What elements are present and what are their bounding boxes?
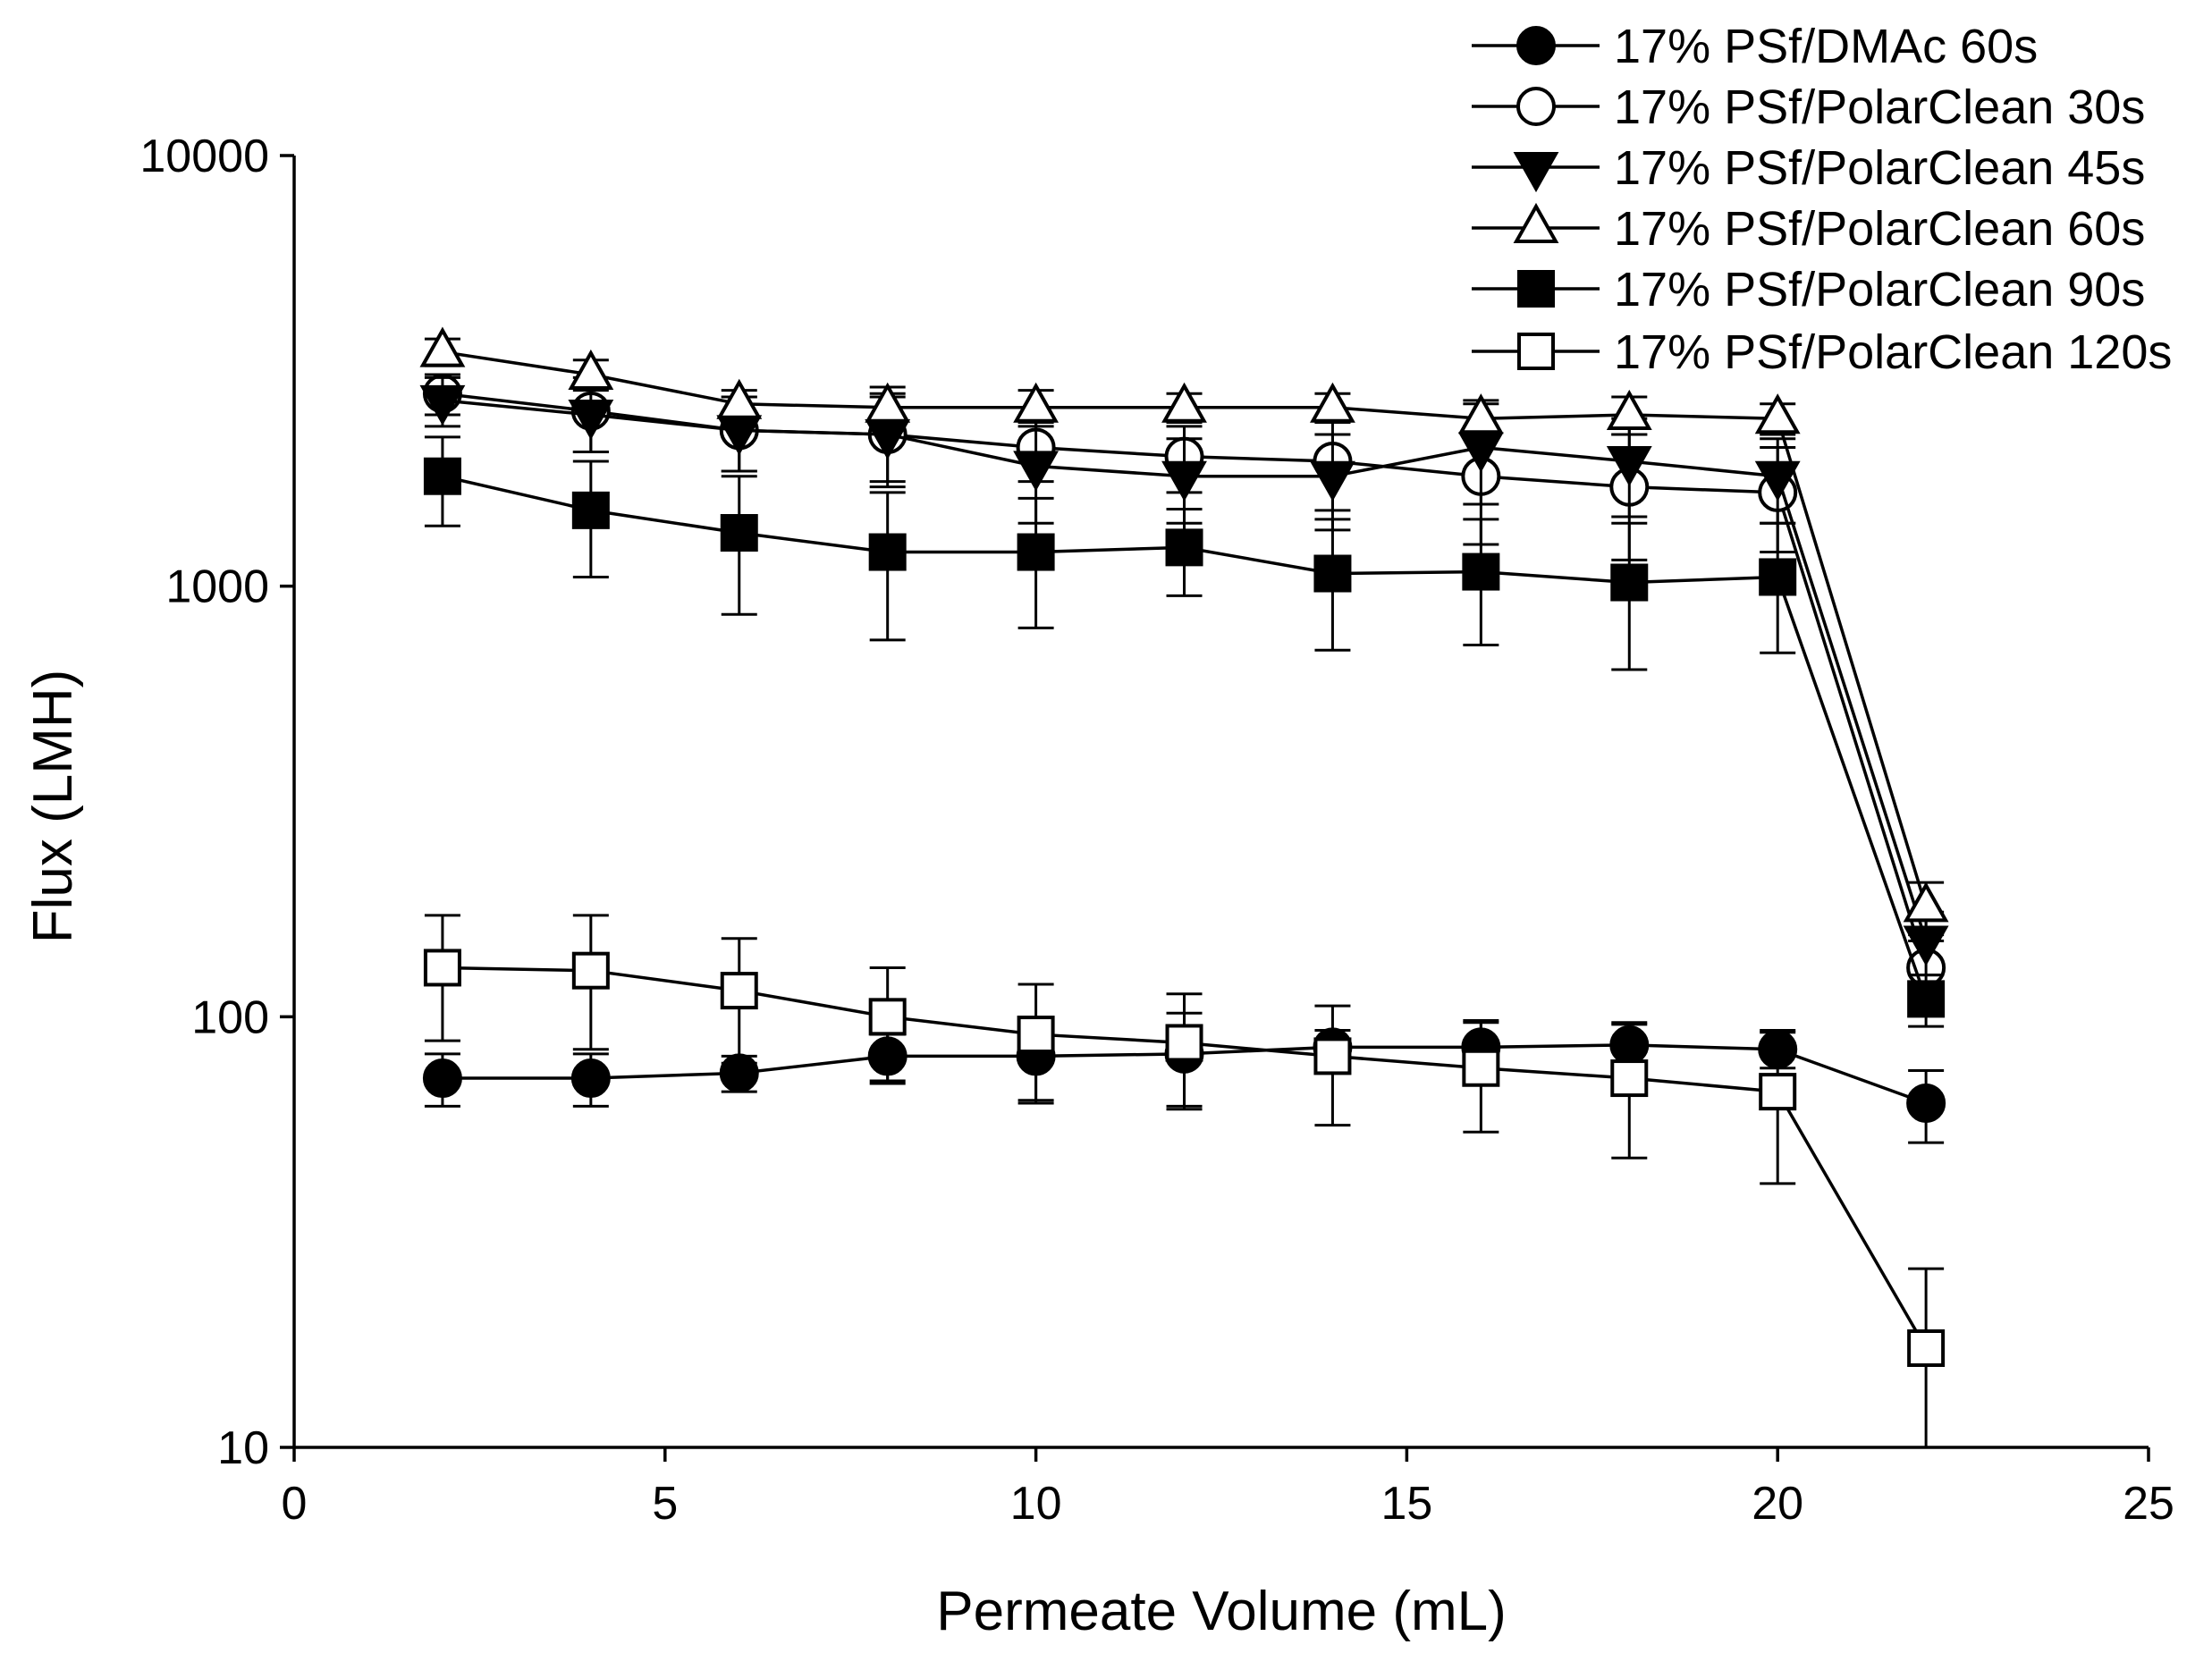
series-17-psf-polarclean-120s bbox=[423, 914, 1946, 1447]
point-17-psf-polarclean-45s-x18 bbox=[1606, 445, 1652, 487]
point-17-psf-polarclean-120s-x2 bbox=[423, 949, 461, 987]
series-17-psf-polarclean-90s bbox=[423, 435, 1946, 1028]
point-17-psf-polarclean-120s-x12 bbox=[1165, 1024, 1203, 1062]
point-17-psf-polarclean-120s-x22 bbox=[1907, 1329, 1946, 1368]
point-17-psf-polarclean-120s-x18 bbox=[1610, 1059, 1649, 1098]
point-17-psf-polarclean-120s-x10 bbox=[1017, 1016, 1055, 1054]
point-17-psf-polarclean-60s-x20 bbox=[1754, 393, 1801, 434]
point-17-psf-polarclean-120s-x16 bbox=[1462, 1049, 1500, 1087]
legend-item-17-psf-polarclean-45s: 17% PSf/PolarClean 45s bbox=[1472, 141, 2145, 195]
legend-label: 17% PSf/PolarClean 45s bbox=[1614, 141, 2145, 195]
legend-label: 17% PSf/PolarClean 60s bbox=[1614, 202, 2145, 256]
legend-item-17-psf-dmac-60s: 17% PSf/DMAc 60s bbox=[1472, 20, 2038, 73]
point-17-psf-dmac-60s-x4 bbox=[570, 1058, 611, 1099]
point-17-psf-polarclean-90s-x22 bbox=[1907, 980, 1946, 1018]
axes: 0 5 10 15 20 25 10 100 1000 10000 bbox=[139, 131, 2174, 1530]
legend-marker bbox=[1516, 26, 1556, 65]
point-17-psf-polarclean-90s-x18 bbox=[1610, 563, 1649, 602]
point-17-psf-dmac-60s-x2 bbox=[422, 1058, 462, 1099]
point-17-psf-polarclean-120s-x4 bbox=[571, 951, 610, 990]
point-17-psf-polarclean-90s-x4 bbox=[571, 491, 610, 529]
point-17-psf-polarclean-120s-x20 bbox=[1759, 1073, 1797, 1111]
legend: 17% PSf/DMAc 60s 17% PSf/PolarClean 30s 17… bbox=[1472, 20, 2172, 379]
legend-marker bbox=[1517, 333, 1555, 370]
point-17-psf-polarclean-60s-x12 bbox=[1161, 382, 1207, 423]
point-17-psf-polarclean-60s-x18 bbox=[1606, 389, 1652, 430]
legend-label: 17% PSf/PolarClean 90s bbox=[1614, 263, 2145, 316]
point-17-psf-polarclean-90s-x8 bbox=[868, 533, 907, 571]
point-17-psf-polarclean-45s-x2 bbox=[419, 384, 466, 426]
point-17-psf-polarclean-60s-x8 bbox=[865, 382, 911, 423]
x-axis-title: Permeate Volume (mL) bbox=[936, 1581, 1506, 1642]
point-17-psf-polarclean-60s-x2 bbox=[419, 326, 466, 367]
point-17-psf-polarclean-45s-x20 bbox=[1754, 460, 1801, 502]
legend-label: 17% PSf/PolarClean 120s bbox=[1614, 325, 2172, 379]
point-17-psf-polarclean-60s-x4 bbox=[568, 349, 614, 390]
x-tick-label: 10 bbox=[1010, 1478, 1062, 1530]
legend-label: 17% PSf/DMAc 60s bbox=[1614, 20, 2038, 73]
point-17-psf-polarclean-45s-x14 bbox=[1310, 460, 1355, 502]
point-17-psf-polarclean-45s-x10 bbox=[1013, 451, 1060, 492]
point-17-psf-polarclean-90s-x12 bbox=[1165, 528, 1203, 567]
x-tick-label: 5 bbox=[652, 1478, 678, 1530]
x-tick-label: 20 bbox=[1752, 1478, 1803, 1530]
point-17-psf-polarclean-60s-x14 bbox=[1310, 382, 1355, 423]
legend-marker bbox=[1513, 202, 1559, 243]
point-17-psf-polarclean-90s-x10 bbox=[1017, 533, 1055, 571]
legend-item-17-psf-polarclean-30s: 17% PSf/PolarClean 30s bbox=[1472, 80, 2145, 134]
y-tick-label: 1000 bbox=[165, 561, 269, 613]
point-17-psf-polarclean-60s-x6 bbox=[716, 378, 763, 419]
series-layer bbox=[419, 326, 1949, 1447]
point-17-psf-polarclean-120s-x6 bbox=[720, 972, 758, 1010]
point-17-psf-polarclean-90s-x14 bbox=[1313, 554, 1352, 593]
x-tick-label: 0 bbox=[282, 1478, 308, 1530]
legend-item-17-psf-polarclean-120s: 17% PSf/PolarClean 120s bbox=[1472, 325, 2172, 379]
point-17-psf-polarclean-60s-x22 bbox=[1903, 881, 1949, 923]
x-tick-label: 15 bbox=[1380, 1478, 1432, 1530]
legend-item-17-psf-polarclean-60s: 17% PSf/PolarClean 60s bbox=[1472, 202, 2145, 256]
point-17-psf-polarclean-120s-x8 bbox=[868, 998, 907, 1036]
series-17-psf-polarclean-60s bbox=[419, 326, 1949, 937]
point-17-psf-polarclean-90s-x20 bbox=[1759, 558, 1797, 596]
legend-item-17-psf-polarclean-90s: 17% PSf/PolarClean 90s bbox=[1472, 263, 2145, 316]
legend-marker bbox=[1513, 152, 1559, 193]
point-17-psf-polarclean-90s-x2 bbox=[423, 457, 461, 495]
point-17-psf-polarclean-60s-x10 bbox=[1013, 382, 1060, 423]
y-axis-title: Flux (LMH) bbox=[22, 670, 84, 944]
point-17-psf-polarclean-90s-x6 bbox=[720, 514, 758, 552]
y-tick-label: 10000 bbox=[139, 131, 269, 182]
point-17-psf-polarclean-90s-x16 bbox=[1462, 552, 1500, 591]
point-17-psf-polarclean-120s-x14 bbox=[1313, 1037, 1352, 1075]
y-tick-label: 100 bbox=[191, 991, 269, 1043]
legend-marker bbox=[1517, 270, 1555, 308]
legend-marker bbox=[1516, 87, 1556, 126]
point-17-psf-polarclean-45s-x12 bbox=[1161, 460, 1207, 502]
point-17-psf-dmac-60s-x22 bbox=[1906, 1083, 1946, 1123]
point-17-psf-polarclean-45s-x4 bbox=[568, 399, 614, 441]
legend-label: 17% PSf/PolarClean 30s bbox=[1614, 80, 2145, 134]
x-tick-label: 25 bbox=[2123, 1478, 2174, 1530]
y-tick-label: 10 bbox=[217, 1422, 269, 1474]
point-17-psf-polarclean-60s-x16 bbox=[1457, 393, 1504, 434]
